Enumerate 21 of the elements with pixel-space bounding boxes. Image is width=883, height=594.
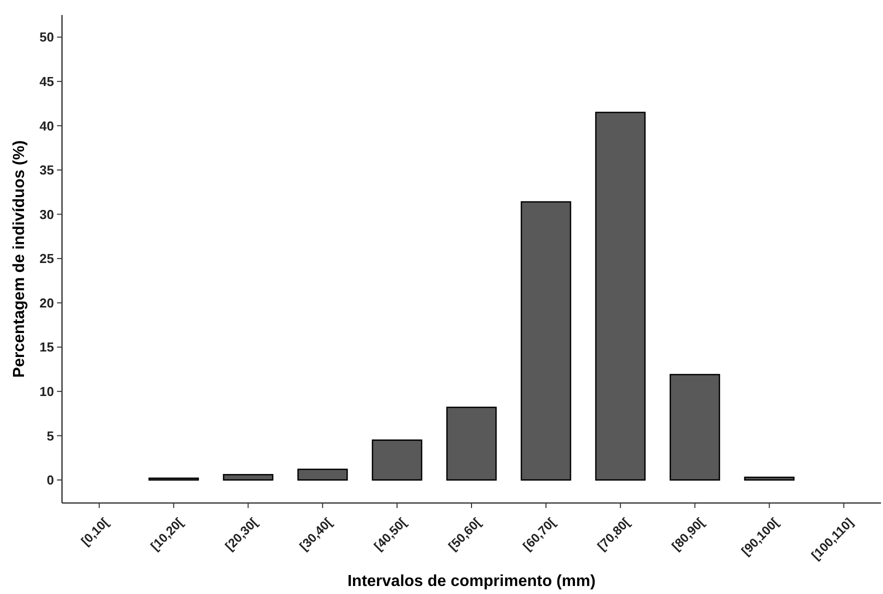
y-tick-label: 15: [40, 340, 54, 355]
y-tick-label: 0: [46, 472, 54, 488]
bar: [222, 474, 274, 481]
y-tick-label: 10: [40, 384, 54, 399]
y-tick-label: 50: [40, 30, 54, 45]
bar: [744, 476, 795, 481]
y-tick-label: 30: [40, 206, 54, 222]
y-axis-title: Percentagem de indivíduos (%): [11, 140, 28, 378]
y-tick-label: 35: [40, 162, 54, 178]
bar: [297, 468, 348, 481]
y-tick-label: 25: [40, 251, 54, 266]
bar: [520, 201, 572, 481]
bar: [446, 406, 497, 481]
bar: [372, 439, 422, 481]
y-tick-label: 40: [40, 118, 54, 134]
x-axis-title: Intervalos de comprimento (mm): [347, 573, 596, 590]
y-tick-label: 45: [40, 74, 54, 89]
y-tick-label: 20: [40, 295, 54, 310]
bar: [595, 112, 646, 481]
bar: [670, 374, 720, 481]
y-tick-label: 5: [46, 428, 54, 444]
